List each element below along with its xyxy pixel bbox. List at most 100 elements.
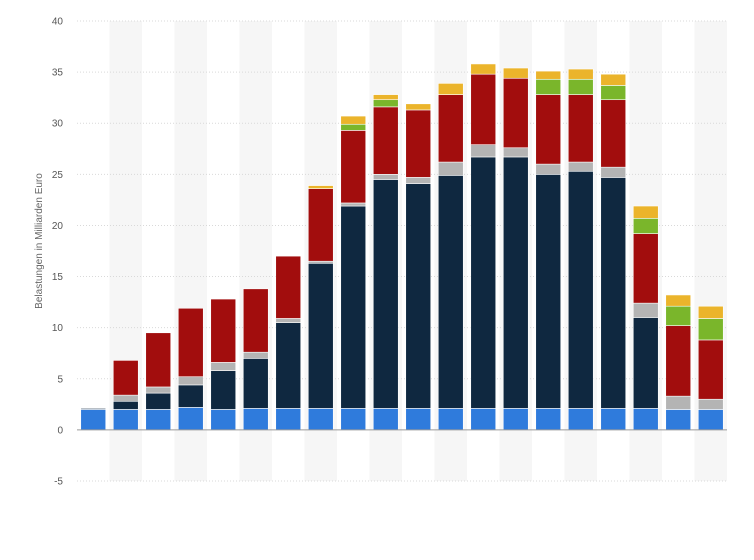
bar-segment-4: [632, 233, 659, 304]
bar-segment-2: [372, 179, 399, 409]
bar-segment-5: [600, 85, 627, 101]
bar-segment-1: [470, 408, 497, 431]
bar-segment-3: [502, 147, 529, 158]
bar-segment-3: [535, 163, 562, 175]
bar-stack-20: [697, 305, 724, 431]
bar-segment-4: [112, 360, 139, 396]
bar-segment-1: [210, 409, 237, 431]
bar-stacks: [80, 63, 724, 431]
bar-segment-4: [567, 94, 594, 163]
y-tick-label: 20: [52, 221, 64, 232]
bar-stack-13: [470, 63, 497, 431]
bar-segment-2: [112, 400, 139, 410]
y-axis-title: Belastungen in Milliarden Euro: [34, 173, 45, 309]
bar-segment-3: [665, 395, 692, 410]
bar-segment-3: [632, 302, 659, 318]
y-tick-label: 5: [57, 374, 63, 385]
bar-segment-1: [665, 409, 692, 431]
bar-segment-2: [600, 177, 627, 409]
bar-segment-6: [567, 68, 594, 80]
bar-segment-3: [697, 398, 724, 410]
bar-stack-14: [502, 67, 529, 431]
bar-segment-2: [80, 408, 107, 410]
bar-segment-4: [145, 332, 172, 388]
y-tick-label: 10: [52, 323, 64, 334]
bar-segment-2: [275, 322, 302, 409]
bar-segment-1: [437, 408, 464, 431]
bar-stack-6: [242, 288, 269, 431]
bar-segment-2: [307, 262, 334, 409]
bar-segment-6: [405, 103, 432, 111]
bar-segment-2: [535, 174, 562, 409]
bar-segment-4: [470, 73, 497, 145]
bar-segment-3: [340, 202, 367, 207]
bar-segment-2: [437, 175, 464, 409]
bar-segment-3: [600, 166, 627, 178]
bar-segment-3: [567, 161, 594, 172]
bar-segment-6: [437, 83, 464, 95]
bar-segment-4: [242, 288, 269, 353]
bar-segment-2: [632, 317, 659, 409]
y-tick-label: 30: [52, 119, 64, 130]
bar-segment-5: [567, 78, 594, 95]
bar-segment-5: [632, 217, 659, 234]
bar-segment-3: [210, 362, 237, 371]
bar-segment-2: [405, 183, 432, 409]
y-tick-label: 40: [52, 17, 64, 28]
bar-segment-2: [145, 392, 172, 410]
y-tick-label: 15: [52, 272, 64, 283]
y-tick-label: 35: [52, 68, 64, 79]
bar-segment-3: [372, 174, 399, 180]
bar-segment-5: [340, 123, 367, 131]
bar-segment-3: [112, 394, 139, 402]
bar-stack-16: [567, 68, 594, 431]
bar-segment-6: [600, 73, 627, 86]
bar-stack-5: [210, 298, 237, 431]
bar-segment-6: [665, 294, 692, 307]
bar-segment-5: [665, 305, 692, 326]
bar-segment-3: [275, 318, 302, 323]
bar-stack-2: [112, 360, 139, 431]
bar-segment-2: [177, 384, 204, 408]
bar-segment-2: [502, 156, 529, 409]
bar-segment-1: [697, 409, 724, 431]
y-tick-label: 0: [57, 425, 63, 436]
bar-segment-4: [600, 99, 627, 168]
bar-stack-7: [275, 255, 302, 431]
bar-segment-4: [210, 298, 237, 363]
bar-segment-2: [340, 205, 367, 409]
bar-segment-4: [372, 106, 399, 175]
bar-segment-1: [145, 409, 172, 431]
bar-segment-4: [697, 339, 724, 400]
bar-segment-1: [242, 408, 269, 431]
bar-segment-3: [307, 260, 334, 264]
bar-segment-2: [242, 358, 269, 409]
bar-segment-1: [307, 408, 334, 431]
bar-segment-1: [502, 408, 529, 431]
bar-stack-1: [80, 408, 107, 431]
bar-segment-3: [405, 177, 432, 184]
bar-stack-19: [665, 294, 692, 431]
y-tick-labels: 40 35 30 25 20 15 10 5 0 -5: [52, 17, 64, 488]
bar-segment-1: [275, 408, 302, 431]
bar-stack-3: [145, 332, 172, 431]
bar-stack-12: [437, 83, 464, 431]
bar-segment-6: [697, 305, 724, 319]
bar-segment-6: [535, 70, 562, 80]
bar-segment-3: [470, 144, 497, 158]
bar-stack-15: [535, 70, 562, 431]
bar-segment-4: [502, 77, 529, 149]
y-tick-label: 25: [52, 170, 64, 181]
bar-segment-1: [80, 409, 107, 431]
bar-segment-2: [567, 170, 594, 409]
bar-segment-4: [665, 325, 692, 397]
bar-segment-4: [275, 255, 302, 319]
bar-stack-17: [600, 73, 627, 431]
bar-segment-1: [177, 407, 204, 431]
bar-segment-4: [535, 94, 562, 165]
bar-stack-8: [307, 185, 334, 431]
bar-segment-2: [470, 156, 497, 409]
bar-segment-4: [340, 130, 367, 204]
bar-segment-1: [632, 408, 659, 431]
